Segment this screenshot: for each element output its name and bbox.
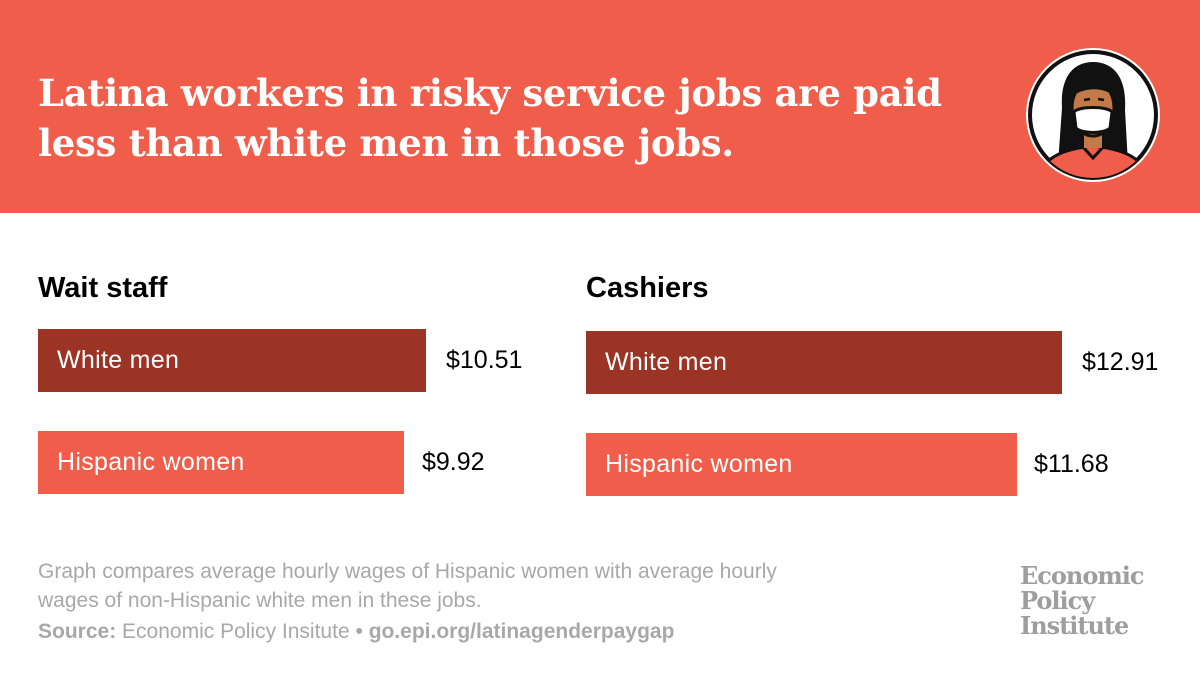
bar-label: Hispanic women [57,448,245,476]
source-separator: • [355,620,363,643]
bar-value-cashiers-white-men: $12.91 [1082,348,1159,376]
headline: Latina workers in risky service jobs are… [38,71,942,165]
bar-label: Hispanic women [605,450,793,478]
bar-value-cashiers-hispanic-women: $11.68 [1034,450,1109,478]
bar-cashiers-hispanic-women: Hispanic women [586,433,1017,496]
bar-wait-staff-hispanic-women: Hispanic women [38,431,404,494]
bar-wait-staff-white-men: White men [38,329,426,392]
source-line: Source: Economic Policy Insitute • go.ep… [38,617,674,646]
bar-label: White men [605,348,728,376]
bar-value-wait-staff-hispanic-women: $9.92 [422,448,485,476]
chart-title-cashiers: Cashiers [586,272,709,304]
bar-cashiers-white-men: White men [586,331,1062,394]
header-banner: Latina workers in risky service jobs are… [0,0,1200,213]
bar-value-wait-staff-white-men: $10.51 [446,346,523,374]
epi-logo: Economic Policy Institute [1020,563,1180,638]
source-link[interactable]: go.epi.org/latinagenderpaygap [368,620,675,643]
chart-title-wait-staff: Wait staff [38,272,168,304]
source-label: Source: [38,620,117,643]
logo-line: Economic [1020,561,1145,590]
logo-line: Policy [1020,586,1095,615]
source-text: Economic Policy Insitute [122,620,350,643]
footnote: Graph compares average hourly wages of H… [38,560,777,612]
bar-label: White men [57,346,180,374]
logo-line: Institute [1020,611,1129,640]
masked-latina-worker-icon [1026,48,1160,182]
